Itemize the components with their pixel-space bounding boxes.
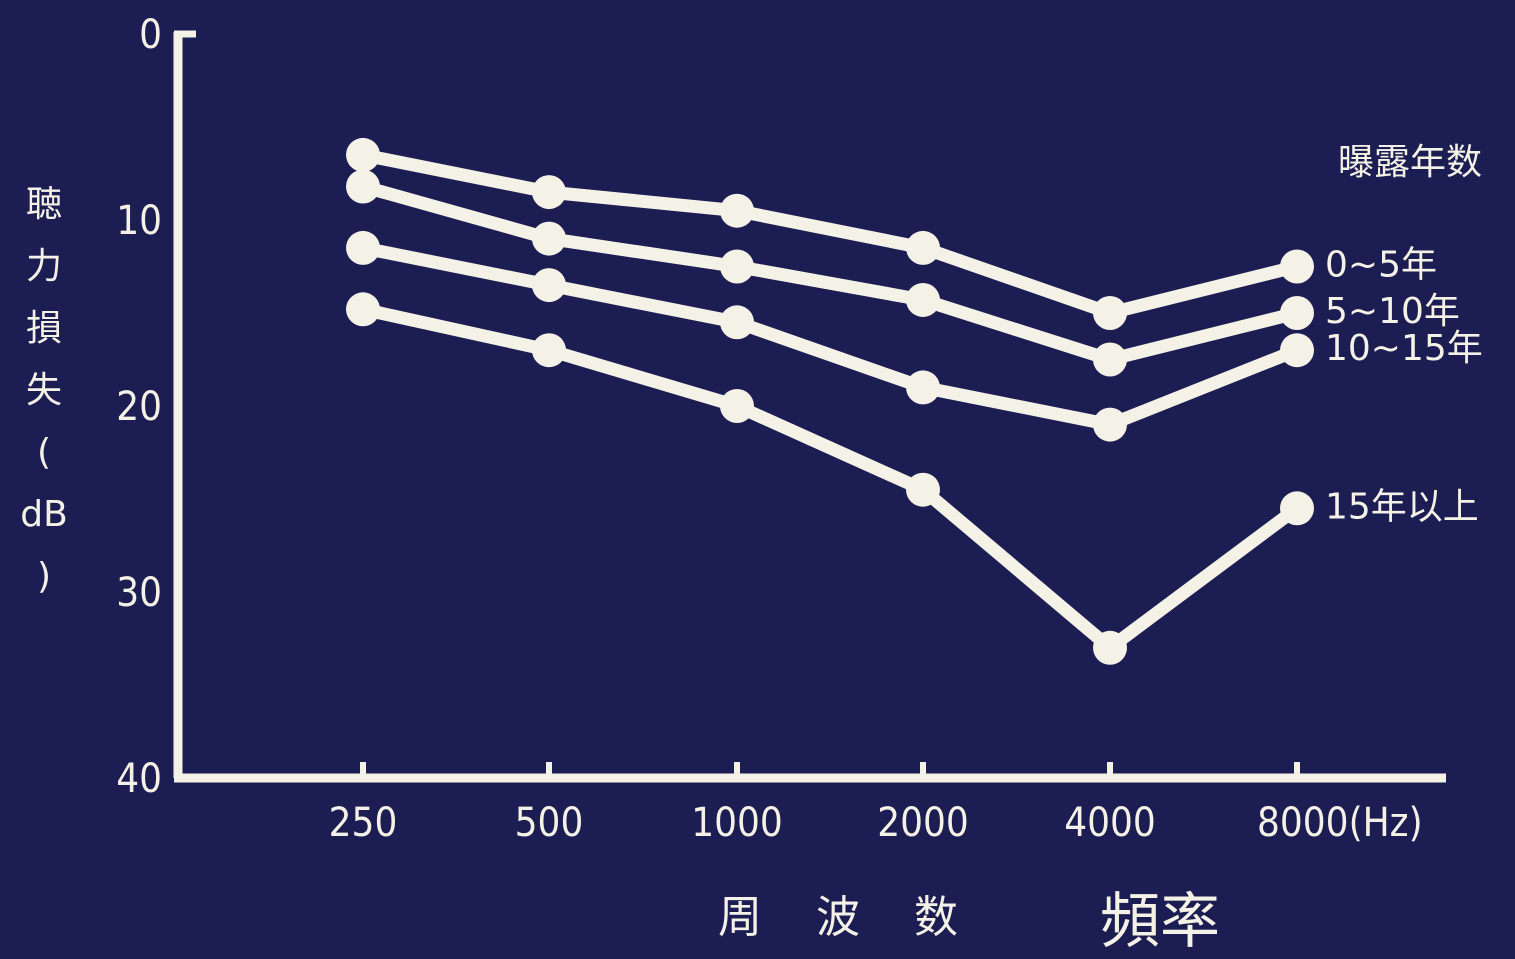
series-label: 10~15年 bbox=[1325, 328, 1483, 369]
x-tick-label: 1000 bbox=[691, 800, 783, 846]
data-point bbox=[720, 249, 754, 284]
data-point bbox=[720, 193, 754, 228]
series-label: 0~5年 bbox=[1325, 245, 1437, 286]
y-axis-label-char: ) bbox=[37, 556, 51, 597]
data-point bbox=[1093, 630, 1127, 665]
x-axis-label-char: 数 bbox=[914, 892, 958, 943]
data-point bbox=[346, 137, 380, 172]
data-point bbox=[720, 305, 754, 340]
y-tick-label: 20 bbox=[116, 384, 162, 430]
x-axis-label-char: 波 bbox=[816, 892, 860, 943]
y-axis-label-char: ( bbox=[37, 432, 51, 473]
data-point bbox=[720, 389, 754, 423]
series-line bbox=[356, 180, 1304, 366]
data-point bbox=[1280, 333, 1314, 368]
data-point bbox=[1280, 296, 1314, 330]
y-axis-label-char: 失 bbox=[26, 370, 62, 411]
series-line bbox=[356, 302, 1304, 655]
data-point bbox=[532, 268, 566, 303]
y-axis-label-char: 聴 bbox=[26, 184, 62, 225]
legend-title: 曝露年数 bbox=[1338, 142, 1482, 183]
data-point bbox=[906, 282, 940, 317]
series-label: 15年以上 bbox=[1325, 486, 1479, 527]
data-point bbox=[906, 370, 940, 405]
data-point bbox=[346, 292, 380, 327]
y-tick-label: 10 bbox=[116, 198, 162, 244]
y-axis-label-char: 力 bbox=[26, 246, 62, 287]
data-point bbox=[906, 230, 940, 265]
annotation-text: 頻率 bbox=[1100, 887, 1220, 957]
series-line bbox=[356, 148, 1304, 320]
data-point bbox=[1093, 407, 1127, 442]
series-group bbox=[346, 137, 1314, 665]
x-axis-label: 周波数 bbox=[718, 892, 958, 943]
data-point bbox=[1093, 296, 1127, 330]
x-axis-label-char: 周 bbox=[718, 892, 762, 943]
series-line bbox=[356, 241, 1304, 432]
x-tick-label: 2000 bbox=[877, 800, 969, 846]
y-tick-label: 40 bbox=[116, 756, 162, 802]
x-tick-label: 8000(Hz) bbox=[1257, 800, 1423, 846]
y-axis-label-char: dB bbox=[20, 494, 68, 535]
data-point bbox=[532, 175, 566, 210]
data-point bbox=[346, 169, 380, 204]
axes bbox=[173, 30, 1446, 783]
y-tick-label: 30 bbox=[116, 570, 162, 616]
x-tick-label: 4000 bbox=[1064, 800, 1156, 846]
data-point bbox=[532, 221, 566, 256]
data-point bbox=[1280, 249, 1314, 284]
x-tick-label: 500 bbox=[515, 800, 584, 846]
y-axis-label-char: 損 bbox=[26, 308, 62, 349]
x-tick-label: 250 bbox=[329, 800, 398, 846]
data-point bbox=[1093, 342, 1127, 377]
y-ticks: 0 10 20 30 40 bbox=[116, 12, 162, 802]
data-point bbox=[1280, 491, 1314, 526]
x-ticks: 250 500 1000 2000 4000 8000(Hz) bbox=[329, 762, 1423, 846]
data-point bbox=[532, 333, 566, 368]
series-label: 5~10年 bbox=[1325, 291, 1460, 332]
y-tick-label: 0 bbox=[139, 12, 162, 58]
data-point bbox=[346, 230, 380, 265]
data-point bbox=[906, 472, 940, 507]
